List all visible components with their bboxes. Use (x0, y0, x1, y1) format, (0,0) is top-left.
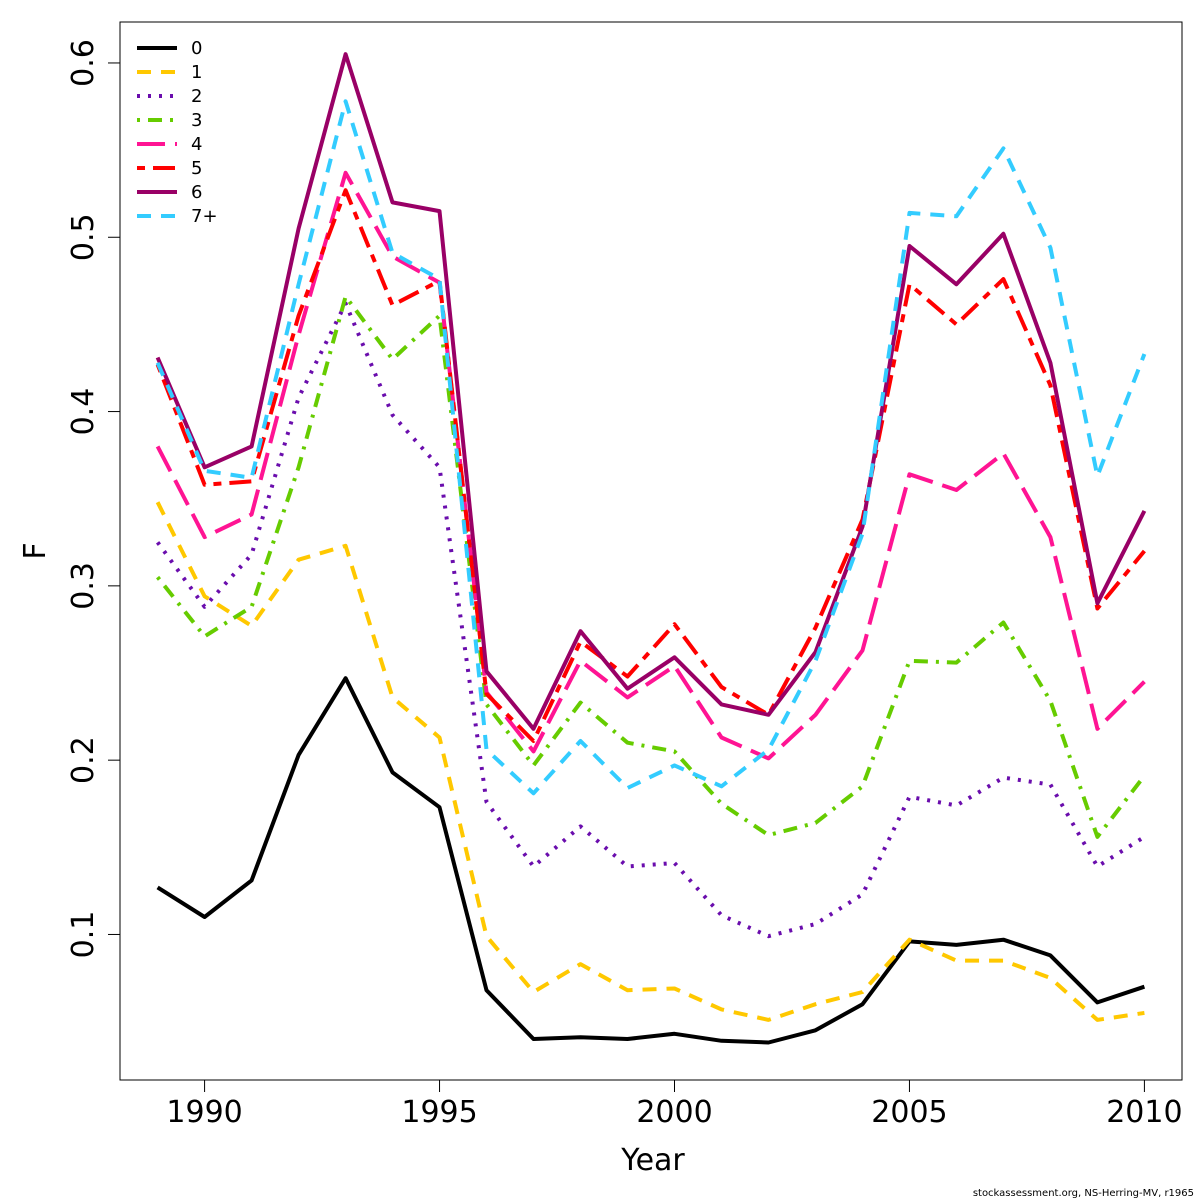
x-tick-label: 2000 (636, 1095, 712, 1130)
series-line-age-2 (155, 301, 1146, 939)
y-tick-label: 0.6 (66, 39, 101, 87)
series-line-age-1 (155, 501, 1145, 1022)
y-tick-label: 0.2 (66, 736, 101, 784)
y-axis: 0.1 0.2 0.3 0.4 0.5 0.6 (66, 39, 121, 959)
series-line-age-0 (156, 676, 1146, 1045)
legend-label: 0 (191, 38, 202, 59)
legend-label: 5 (191, 158, 202, 179)
x-tick-label: 1995 (401, 1095, 477, 1130)
y-tick-label: 0.5 (66, 213, 101, 261)
series-layer (155, 52, 1147, 1045)
y-tick-label: 0.3 (66, 562, 101, 610)
x-tick-label: 2005 (871, 1095, 947, 1130)
legend-label: 4 (191, 134, 202, 155)
series-line-age-3 (156, 294, 1146, 839)
credit-text: stockassessment.org, NS-Herring-MV, r196… (973, 1188, 1194, 1199)
series-line-age-5 (155, 188, 1146, 743)
y-axis-title: F (18, 542, 53, 559)
legend: 0 1 2 3 4 5 6 7+ (137, 38, 218, 227)
legend-label: 2 (191, 86, 202, 107)
series-line-age-6 (155, 52, 1147, 731)
x-axis-title: Year (620, 1143, 685, 1178)
x-axis: 1990 1995 2000 2005 2010 (166, 1079, 1183, 1130)
legend-label: 1 (191, 62, 202, 83)
series-line-age-7plus (155, 99, 1147, 796)
legend-label: 7+ (191, 206, 218, 227)
x-tick-label: 2010 (1106, 1095, 1182, 1130)
y-tick-label: 0.1 (66, 911, 101, 959)
legend-label: 6 (191, 182, 202, 203)
legend-label: 3 (191, 110, 202, 131)
x-tick-label: 1990 (166, 1095, 242, 1130)
y-tick-label: 0.4 (66, 388, 101, 436)
